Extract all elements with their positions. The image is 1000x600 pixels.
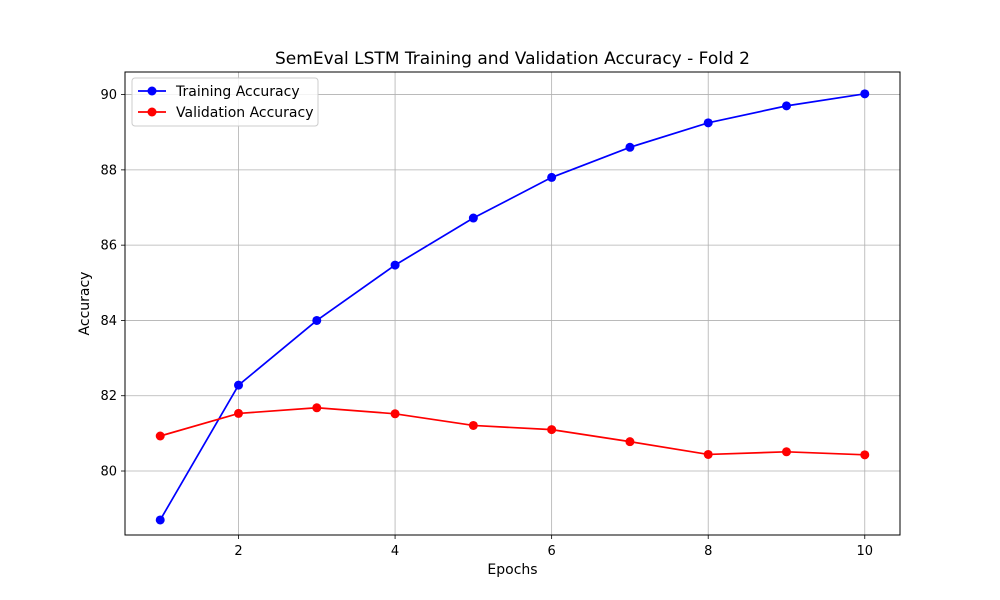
y-tick-label: 84	[100, 314, 117, 329]
data-point	[547, 172, 557, 182]
legend: Training Accuracy Validation Accuracy	[131, 77, 319, 127]
legend-label: Training Accuracy	[175, 84, 300, 100]
data-point	[703, 449, 713, 459]
y-tick-label: 80	[100, 465, 117, 480]
data-point	[781, 101, 791, 111]
data-point	[312, 315, 322, 325]
y-axis-label: Accuracy	[77, 272, 93, 336]
chart-title: SemEval LSTM Training and Validation Acc…	[275, 49, 750, 69]
data-point	[155, 431, 165, 441]
data-point	[468, 420, 478, 430]
legend-label: Validation Accuracy	[176, 105, 314, 121]
data-point	[234, 408, 244, 418]
data-point	[468, 213, 478, 223]
data-point	[703, 118, 713, 128]
series-line	[159, 92, 865, 521]
y-tick-label: 86	[100, 239, 117, 254]
data-point	[234, 380, 244, 390]
data-point	[547, 425, 557, 435]
plot-area-frame	[124, 71, 901, 536]
legend-swatch-marker	[147, 107, 157, 117]
y-tick-label: 88	[100, 163, 117, 178]
data-point	[390, 409, 400, 419]
y-axis: 80 82 84 86 88 90	[100, 88, 125, 480]
y-tick-label: 90	[100, 88, 117, 103]
series-line	[159, 406, 865, 456]
series-group	[155, 89, 870, 525]
x-tick-label: 8	[704, 544, 712, 559]
legend-swatch-marker	[147, 86, 157, 96]
data-point	[312, 403, 322, 413]
x-axis: 2 4 6 8 10	[234, 535, 873, 559]
data-point	[155, 515, 165, 525]
y-tick-label: 82	[100, 389, 117, 404]
data-point	[781, 447, 791, 457]
data-point	[625, 142, 635, 152]
data-point	[860, 89, 870, 99]
x-tick-label: 4	[391, 544, 399, 559]
data-point	[625, 437, 635, 447]
legend-frame	[131, 77, 319, 127]
grid	[125, 72, 900, 535]
data-point	[390, 260, 400, 270]
x-axis-label: Epochs	[487, 562, 537, 578]
x-tick-label: 10	[856, 544, 873, 559]
x-tick-label: 6	[548, 544, 556, 559]
x-tick-label: 2	[234, 544, 242, 559]
data-point	[860, 450, 870, 460]
